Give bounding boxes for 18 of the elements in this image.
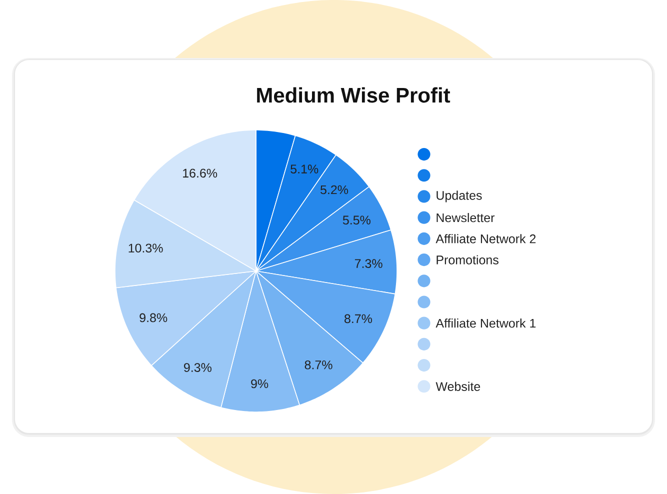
data-label: 8.7% (344, 314, 372, 324)
legend-label: Newsletter (436, 212, 495, 222)
legend-label: Affiliate Network 1 (436, 318, 536, 328)
legend-label: Updates (436, 190, 482, 202)
data-label: 5.5% (342, 216, 370, 224)
data-label: 5.1% (290, 164, 318, 174)
data-label: 7.3% (354, 259, 382, 268)
data-label: 9% (251, 379, 268, 388)
data-label: 5.2% (320, 185, 348, 194)
data-label: 9.8% (140, 313, 168, 322)
legend-label: Promotions (436, 255, 498, 264)
data-label: 10.3% (128, 244, 163, 253)
data-label: 8.7% (304, 360, 332, 370)
data-label: 9.3% (184, 363, 212, 372)
legend-label: Affiliate Network 2 (436, 234, 536, 244)
legend-label: Website (436, 382, 480, 391)
chart-title: Medium Wise Profit (257, 87, 450, 103)
data-label: 16.6% (183, 168, 218, 178)
